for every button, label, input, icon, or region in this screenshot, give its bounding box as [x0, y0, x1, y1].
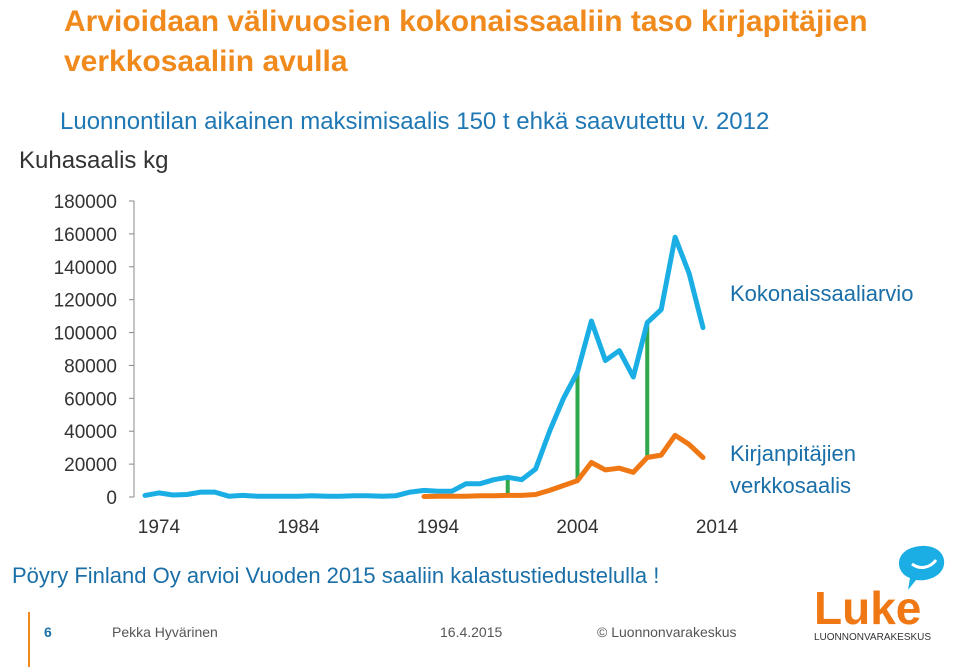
y-tick-label: 180000: [54, 192, 117, 213]
slide-title: Arvioidaan välivuosien kokonaissaaliin t…: [64, 5, 868, 78]
series-label-net-line1: Kirjanpitäjien: [730, 441, 856, 466]
x-tick-label: 1974: [138, 517, 181, 538]
vertical-markers: [505, 322, 650, 496]
series-label-net-line2: verkkosaalis: [730, 473, 851, 498]
x-axis: 1974 1984 1994 2004 2014: [138, 517, 739, 538]
y-axis: 180000 160000 140000 120000 100000 80000 60000…: [54, 192, 135, 509]
y-tick-label: 20000: [64, 455, 117, 476]
footer-author: Pekka Hyvärinen: [112, 624, 218, 640]
series-label-total: Kokonaissaaliarvio: [730, 281, 913, 306]
y-tick-label: 100000: [54, 324, 117, 345]
series-label-net: Kirjanpitäjien verkkosaalis: [730, 441, 862, 498]
slide-number: 6: [44, 624, 52, 640]
footer-date: 16.4.2015: [440, 624, 503, 640]
series-line-net: [421, 432, 706, 499]
source-note: Pöyry Finland Oy arvioi Vuoden 2015 saal…: [12, 563, 660, 588]
series-line-total: [142, 234, 706, 499]
footer-copyright: © Luonnonvarakeskus: [597, 624, 737, 640]
y-tick-label: 160000: [54, 225, 117, 246]
logo-wordmark: Luke: [814, 582, 921, 634]
x-tick-label: 1994: [417, 517, 460, 538]
logo-subtext: LUONNONVARAKESKUS: [814, 632, 931, 643]
series-group: [142, 234, 706, 499]
footer-accent-bar: [28, 612, 30, 667]
y-tick-label: 40000: [64, 422, 117, 443]
y-tick-label: 120000: [54, 291, 117, 312]
luke-logo: Luke LUONNONVARAKESKUS: [814, 545, 945, 643]
slide-subtitle: Luonnontilan aikainen maksimisaalis 150 …: [60, 108, 770, 135]
x-tick-label: 1984: [277, 517, 320, 538]
x-tick-label: 2004: [556, 517, 599, 538]
y-tick-label: 80000: [64, 356, 117, 377]
y-tick-label: 60000: [64, 389, 117, 410]
x-tick-label: 2014: [696, 517, 739, 538]
y-tick-label: 140000: [54, 258, 117, 279]
y-tick-label: 0: [106, 488, 117, 509]
y-axis-title: Kuhasaalis kg: [19, 147, 169, 174]
